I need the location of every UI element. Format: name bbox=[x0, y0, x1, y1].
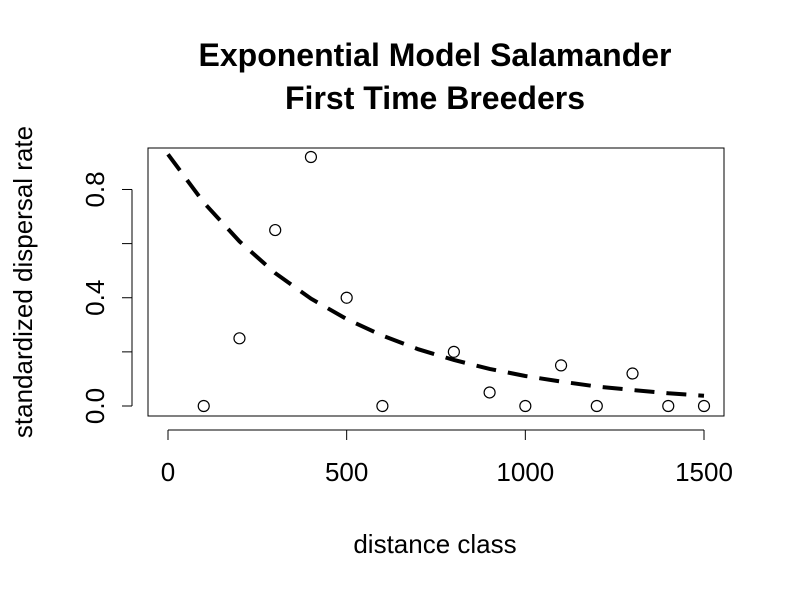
data-points bbox=[197, 150, 711, 413]
data-point bbox=[304, 150, 318, 164]
data-point bbox=[269, 223, 282, 237]
x-tick-label: 0 bbox=[161, 457, 175, 487]
x-tick-label: 500 bbox=[325, 457, 368, 487]
data-point bbox=[197, 399, 210, 413]
y-tick-label: 0.8 bbox=[80, 171, 110, 207]
data-point bbox=[662, 399, 675, 413]
chart-title-line2: First Time Breeders bbox=[285, 80, 585, 116]
fit-curve bbox=[166, 153, 705, 398]
data-point bbox=[590, 399, 603, 413]
data-point bbox=[233, 332, 246, 345]
plot-frame bbox=[147, 147, 725, 417]
data-point bbox=[483, 386, 496, 399]
x-axis: 0 500 1000 1500 bbox=[161, 429, 733, 487]
x-tick-label: 1500 bbox=[675, 457, 733, 487]
data-point bbox=[376, 399, 389, 413]
data-point bbox=[697, 399, 711, 413]
x-axis-label: distance class bbox=[353, 529, 516, 559]
data-point bbox=[447, 345, 460, 358]
chart-title-line1: Exponential Model Salamander bbox=[199, 37, 672, 73]
data-point bbox=[340, 291, 353, 304]
y-axis-label: standardized dispersal rate bbox=[8, 126, 38, 438]
y-tick-label: 0.4 bbox=[80, 280, 110, 316]
data-point bbox=[519, 399, 532, 413]
y-tick-label: 0.0 bbox=[80, 388, 110, 424]
x-tick-label: 1000 bbox=[496, 457, 554, 487]
data-point bbox=[626, 367, 639, 380]
data-point bbox=[554, 359, 568, 372]
y-axis: 0.0 0.4 0.8 bbox=[80, 171, 133, 424]
